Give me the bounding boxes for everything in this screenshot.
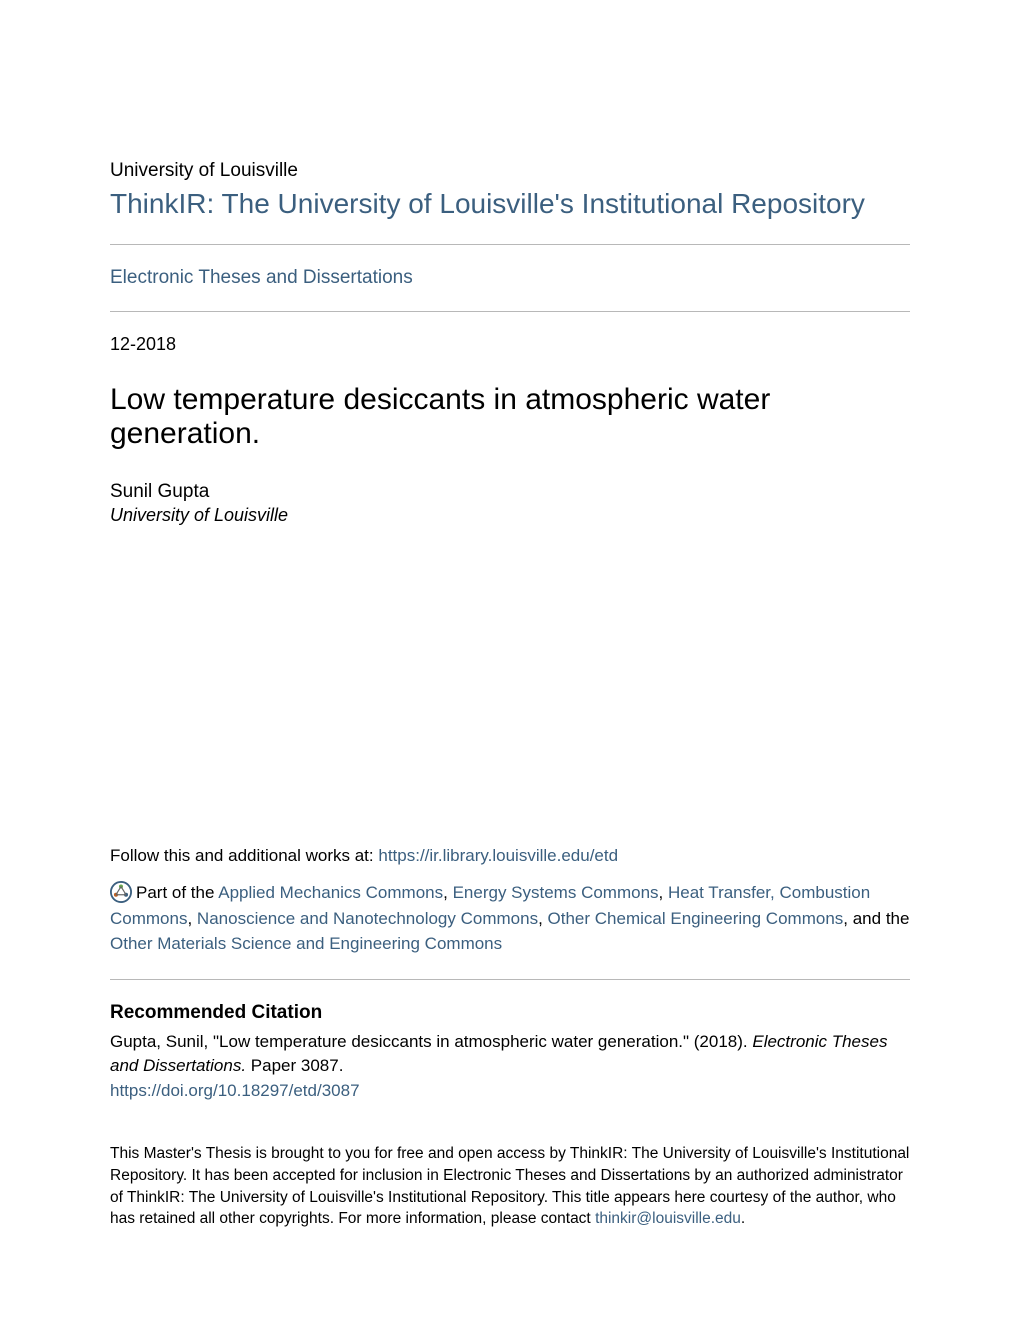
author-name: Sunil Gupta	[110, 481, 910, 503]
part-of-block: Part of the Applied Mechanics Commons, E…	[110, 880, 910, 957]
spacer	[110, 526, 910, 846]
network-icon	[110, 881, 132, 903]
footer-period: .	[741, 1210, 745, 1227]
recommended-citation-heading: Recommended Citation	[110, 1002, 910, 1024]
divider	[110, 979, 910, 980]
item-title: Low temperature desiccants in atmospheri…	[110, 383, 910, 451]
commons-link[interactable]: Nanoscience and Nanotechnology Commons	[197, 909, 538, 928]
citation-block: Gupta, Sunil, "Low temperature desiccant…	[110, 1030, 910, 1104]
contact-email-link[interactable]: thinkir@louisville.edu	[595, 1210, 741, 1227]
commons-link[interactable]: Energy Systems Commons	[453, 883, 659, 902]
joiner: ,	[538, 909, 547, 928]
citation-text: Gupta, Sunil, "Low temperature desiccant…	[110, 1032, 752, 1051]
collection-link[interactable]: Electronic Theses and Dissertations	[110, 267, 413, 289]
follow-url-link[interactable]: https://ir.library.louisville.edu/etd	[378, 846, 618, 865]
repository-title-link[interactable]: ThinkIR: The University of Louisville's …	[110, 188, 910, 220]
doi-link[interactable]: https://doi.org/10.18297/etd/3087	[110, 1081, 360, 1100]
institution-name: University of Louisville	[110, 160, 910, 182]
citation-paper: Paper 3087.	[246, 1056, 343, 1075]
author-affiliation: University of Louisville	[110, 505, 910, 526]
footer-body: This Master's Thesis is brought to you f…	[110, 1145, 909, 1227]
joiner: , and the	[843, 909, 909, 928]
joiner: ,	[187, 909, 196, 928]
publication-date: 12-2018	[110, 334, 910, 355]
commons-link[interactable]: Other Chemical Engineering Commons	[548, 909, 844, 928]
divider	[110, 311, 910, 312]
footer-text: This Master's Thesis is brought to you f…	[110, 1143, 910, 1230]
joiner: ,	[443, 883, 452, 902]
commons-link[interactable]: Other Materials Science and Engineering …	[110, 934, 502, 953]
part-of-prefix: Part of the	[136, 883, 218, 902]
commons-link[interactable]: Applied Mechanics Commons	[218, 883, 443, 902]
follow-works-line: Follow this and additional works at: htt…	[110, 846, 910, 866]
follow-prefix: Follow this and additional works at:	[110, 846, 378, 865]
divider	[110, 244, 910, 245]
joiner: ,	[659, 883, 668, 902]
